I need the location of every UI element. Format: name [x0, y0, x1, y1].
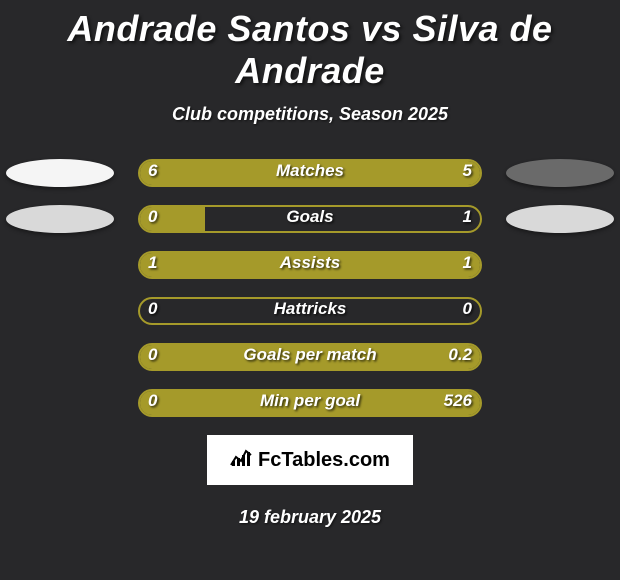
stat-row-hattricks: 0 Hattricks 0 [0, 297, 620, 325]
stat-bar-matches [138, 159, 482, 187]
stat-row-gpm: 0 Goals per match 0.2 [0, 343, 620, 371]
stat-fill-gpm [140, 345, 480, 369]
stat-fill-goals [140, 207, 205, 231]
fctables-logo: FcTables.com [207, 435, 413, 485]
stat-row-goals: 0 Goals 1 [0, 205, 620, 233]
page-title: Andrade Santos vs Silva de Andrade [0, 0, 620, 92]
stat-fill-assists [140, 253, 480, 277]
logo-content: FcTables.com [230, 447, 390, 473]
stat-row-mpg: 0 Min per goal 526 [0, 389, 620, 417]
stat-bar-gpm [138, 343, 482, 371]
stat-bar-mpg [138, 389, 482, 417]
page-subtitle: Club competitions, Season 2025 [0, 104, 620, 125]
ellipse-left-goals [6, 205, 114, 233]
stat-bar-hattricks [138, 297, 482, 325]
ellipse-left-matches [6, 159, 114, 187]
stat-fill-matches [140, 161, 480, 185]
stat-fill-mpg [140, 391, 480, 415]
stat-row-matches: 6 Matches 5 [0, 159, 620, 187]
logo-text: FcTables.com [258, 449, 390, 472]
comparison-infographic: Andrade Santos vs Silva de Andrade Club … [0, 0, 620, 580]
chart-icon [230, 447, 252, 473]
date-text: 19 february 2025 [0, 507, 620, 528]
stat-row-assists: 1 Assists 1 [0, 251, 620, 279]
ellipse-right-goals [506, 205, 614, 233]
stat-bar-assists [138, 251, 482, 279]
stat-bar-goals [138, 205, 482, 233]
ellipse-right-matches [506, 159, 614, 187]
stats-list: 6 Matches 5 0 Goals 1 1 Assists 1 [0, 159, 620, 417]
